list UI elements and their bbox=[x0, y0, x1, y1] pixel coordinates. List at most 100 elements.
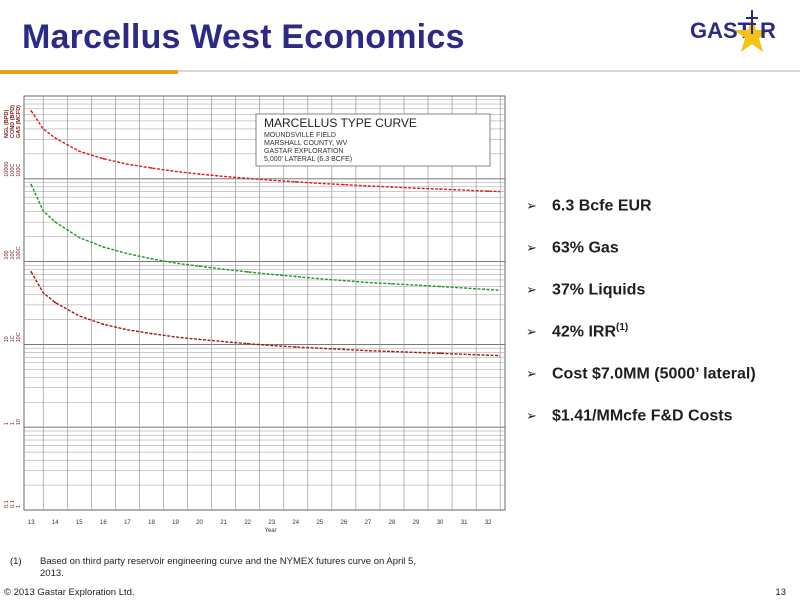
series-point bbox=[391, 186, 393, 188]
series-point bbox=[439, 188, 441, 191]
series-point bbox=[294, 346, 297, 348]
series-point bbox=[102, 157, 105, 160]
series-line bbox=[30, 271, 501, 357]
series-point bbox=[487, 354, 490, 357]
x-tick-label: 27 bbox=[365, 520, 372, 526]
x-axis-label: Year bbox=[264, 528, 276, 534]
arrow-bullet-icon: ➢ bbox=[526, 408, 537, 423]
y-tick-label: 1 bbox=[4, 422, 10, 425]
metric-item: ➢ Cost $7.0MM (5000’ lateral) bbox=[526, 364, 796, 406]
series-point bbox=[30, 183, 33, 186]
series-point bbox=[150, 332, 153, 335]
x-tick-label: 18 bbox=[148, 520, 155, 526]
y-tick-label: 10000 bbox=[4, 162, 10, 177]
y-tick-label: 10C bbox=[10, 249, 16, 259]
series-point bbox=[391, 282, 393, 285]
y-tick-label: 0.1 bbox=[4, 500, 10, 508]
series-point bbox=[246, 271, 249, 273]
x-tick-label: 16 bbox=[100, 520, 107, 526]
series-line bbox=[30, 110, 501, 193]
x-tick-label: 15 bbox=[76, 520, 83, 526]
arrow-bullet-icon: ➢ bbox=[526, 240, 537, 255]
x-tick-label: 20 bbox=[196, 520, 203, 526]
y-tick-label: 10 bbox=[16, 419, 22, 425]
x-tick-label: 30 bbox=[437, 520, 444, 526]
x-tick-label: 32 bbox=[485, 520, 492, 526]
series-point bbox=[54, 301, 57, 304]
x-tick-label: 19 bbox=[172, 520, 179, 526]
y-tick-label: 1C bbox=[10, 335, 16, 342]
series-point bbox=[150, 257, 153, 260]
legend-line: GASTAR EXPLORATION bbox=[264, 148, 343, 155]
y-axis-label: GAS (MCFD) bbox=[16, 105, 22, 138]
x-tick-label: 28 bbox=[389, 520, 396, 526]
series-point bbox=[30, 271, 33, 273]
metric-item: ➢ 42% IRR(1) bbox=[526, 322, 796, 364]
series-line bbox=[30, 184, 501, 291]
series-point bbox=[246, 177, 249, 180]
title-divider bbox=[0, 70, 800, 72]
legend-line: MARSHALL COUNTY, WV bbox=[264, 140, 348, 147]
x-tick-label: 17 bbox=[124, 520, 131, 526]
arrow-bullet-icon: ➢ bbox=[526, 282, 537, 297]
series-point bbox=[30, 110, 33, 112]
copyright: © 2013 Gastar Exploration Ltd. bbox=[4, 587, 135, 598]
y-tick-label: 1 bbox=[10, 422, 16, 425]
series-point bbox=[294, 180, 297, 183]
x-tick-label: 13 bbox=[28, 520, 35, 526]
series-point bbox=[198, 338, 201, 341]
metric-item: ➢ $1.41/MMcfe F&D Costs bbox=[526, 406, 796, 448]
metric-text: 63% Gas bbox=[552, 239, 619, 257]
series-point bbox=[150, 167, 153, 169]
logo-graphic: GAST R bbox=[690, 10, 776, 52]
series-point bbox=[342, 348, 345, 351]
x-tick-label: 26 bbox=[341, 520, 348, 526]
metric-item: ➢ 63% Gas bbox=[526, 238, 796, 280]
x-tick-label: 24 bbox=[292, 520, 299, 526]
type-curve-chart: 13 14 15 16 17 18 19 20 21 22 23 24 25 26 27 28 29 30 31 32… bbox=[0, 90, 520, 545]
legend-line: MOUNDSVILLE FIELD bbox=[264, 132, 336, 139]
series-point bbox=[439, 285, 441, 288]
y-tick-label: 100C bbox=[16, 164, 22, 177]
series-point bbox=[102, 323, 105, 326]
page-number: 13 bbox=[775, 587, 786, 598]
metric-text: $1.41/MMcfe F&D Costs bbox=[552, 407, 733, 425]
series-point bbox=[342, 279, 345, 282]
y-tick-label: 100C bbox=[16, 246, 22, 259]
chart-svg: 13 14 15 16 17 18 19 20 21 22 23 24 25 26 27 28 29 30 31 32… bbox=[4, 95, 506, 534]
y-axis-label: COND (BPD) bbox=[10, 105, 16, 138]
metric-text: 42% IRR(1) bbox=[552, 322, 629, 341]
series-point bbox=[439, 352, 441, 355]
series-point bbox=[342, 183, 345, 186]
metric-text: 37% Liquids bbox=[552, 281, 646, 299]
metric-text: 6.3 Bcfe EUR bbox=[552, 197, 652, 215]
series-point bbox=[198, 173, 201, 175]
series-point bbox=[198, 265, 201, 268]
metric-text: Cost $7.0MM (5000’ lateral) bbox=[552, 365, 756, 383]
y-tick-label: 0.1 bbox=[10, 500, 16, 508]
y-tick-label: 100 bbox=[4, 250, 10, 259]
company-logo: GAST R bbox=[690, 8, 778, 62]
arrow-bullet-icon: ➢ bbox=[526, 198, 537, 213]
y-tick-label: 10 bbox=[4, 336, 10, 342]
y-tick-label: 10C bbox=[16, 332, 22, 342]
series-point bbox=[294, 275, 297, 278]
series-point bbox=[246, 342, 249, 345]
x-tick-label: 23 bbox=[268, 520, 275, 526]
series-point bbox=[391, 350, 393, 353]
y-axis-label: NGL (BPD) bbox=[4, 110, 10, 138]
series-point bbox=[54, 137, 57, 140]
y-tick-label: 100C bbox=[10, 164, 16, 177]
title-accent-bar bbox=[0, 70, 178, 74]
key-metrics-list: ➢ 6.3 Bcfe EUR ➢ 63% Gas ➢ 37% Liquids ➢… bbox=[526, 196, 796, 448]
x-tick-label: 21 bbox=[220, 520, 227, 526]
metric-item: ➢ 37% Liquids bbox=[526, 280, 796, 322]
arrow-bullet-icon: ➢ bbox=[526, 324, 537, 339]
x-tick-label: 22 bbox=[244, 520, 251, 526]
y-tick-label: 1 bbox=[16, 505, 22, 508]
x-tick-label: 31 bbox=[461, 520, 468, 526]
x-tick-label: 25 bbox=[316, 520, 323, 526]
footnote-number: (1) bbox=[10, 556, 22, 567]
logo-text-right: R bbox=[760, 18, 776, 43]
legend-title: MARCELLUS TYPE CURVE bbox=[264, 116, 417, 130]
